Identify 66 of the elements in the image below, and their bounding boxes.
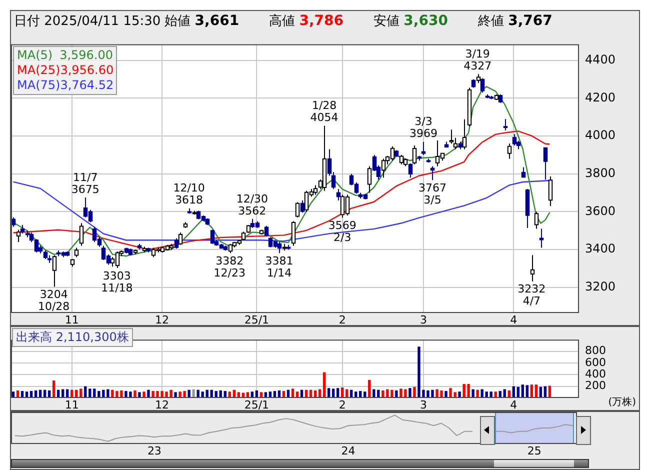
bar xyxy=(174,392,177,398)
bar xyxy=(134,390,136,398)
annotation: 3/19 4327 xyxy=(464,47,492,72)
x-tick-label: 2 xyxy=(338,398,346,412)
text: 高値 3,786 xyxy=(269,13,344,29)
bar xyxy=(147,390,150,398)
x-tick-label: 12 xyxy=(155,313,170,326)
bar xyxy=(444,390,448,398)
chart-title: 出来高 2,110,300株 xyxy=(12,328,133,347)
annotation: 3/3 3969 xyxy=(409,115,438,140)
y-tick-label: 4400 xyxy=(585,52,616,66)
text: 安値 3,630 xyxy=(374,13,448,29)
text: MA(25) xyxy=(17,63,60,78)
annotation: 3204 10/28 xyxy=(38,288,70,314)
y-tick-label: 3600 xyxy=(585,204,616,218)
x-tick-label: 3 xyxy=(420,398,427,412)
y-tick-label: 200 xyxy=(585,379,606,392)
bar xyxy=(138,392,141,398)
x-tick-label: 4 xyxy=(510,398,518,412)
annotation: 12/10 3618 xyxy=(173,182,205,207)
bar xyxy=(395,390,398,398)
chart-title: 日付 2025/04/11 15:30 xyxy=(14,14,161,29)
y-tick-label: 600 xyxy=(585,356,606,369)
bar xyxy=(458,392,461,398)
x-tick-label: 25/1 xyxy=(244,313,270,326)
bar xyxy=(188,390,190,398)
y-tick-label: 3400 xyxy=(585,242,616,256)
x-tick-label: 24 xyxy=(341,444,356,458)
annotation: 3767 3/5 xyxy=(418,181,446,206)
y-tick-label: 4000 xyxy=(585,128,616,142)
x-tick-label: 25/1 xyxy=(244,398,270,412)
y-tick-label: 400 xyxy=(585,368,606,380)
annotation: 3,956.60 xyxy=(60,63,114,78)
text: 始値 3,661 xyxy=(164,13,240,29)
x-tick-label: 2 xyxy=(338,313,346,326)
bar xyxy=(472,389,474,398)
annotation: 3,596.00 xyxy=(60,48,113,64)
annotation: 3382 12/23 xyxy=(214,254,246,280)
y-tick-label: 4200 xyxy=(585,90,616,104)
x-tick-label: 11 xyxy=(64,398,79,412)
x-tick-label: 12 xyxy=(155,398,170,412)
bar xyxy=(408,388,412,398)
annotation: 3381 1/14 xyxy=(265,254,294,280)
text: MA(75) xyxy=(17,78,60,94)
x-tick-label: 4 xyxy=(510,313,518,326)
x-tick-label: 25 xyxy=(527,444,542,458)
annotation: 11/7 3675 xyxy=(71,170,100,196)
y-axis-title: (万株) xyxy=(608,396,636,409)
bar xyxy=(413,386,416,398)
annotation: 12/30 3562 xyxy=(236,192,268,218)
bar xyxy=(192,389,195,398)
annotation: 3232 4/7 xyxy=(518,282,546,308)
text: 終値 3,767 xyxy=(478,13,552,29)
text: MA(5) xyxy=(17,48,53,64)
annotation: 3569 2/3 xyxy=(328,218,356,244)
annotation: 1/28 4054 xyxy=(310,99,338,124)
y-tick-label: 800 xyxy=(585,344,606,358)
annotation: 3,764.52 xyxy=(60,78,114,94)
x-tick-label: 3 xyxy=(420,313,427,326)
bar xyxy=(476,390,479,398)
x-tick-label: 11 xyxy=(64,313,79,326)
x-tick-label: 23 xyxy=(147,444,162,458)
y-tick-label: 3200 xyxy=(585,280,616,294)
y-tick-label: 3800 xyxy=(585,166,616,180)
bar xyxy=(142,392,146,398)
annotation: 3303 11/18 xyxy=(101,269,133,294)
